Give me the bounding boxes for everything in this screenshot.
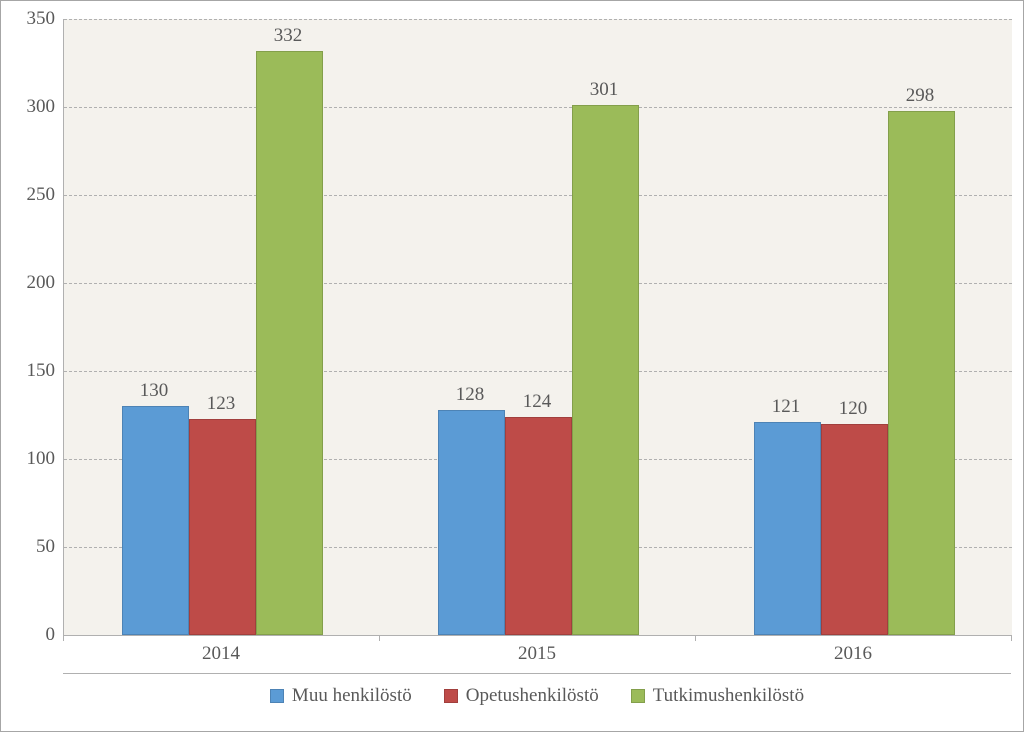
y-axis-tick-label: 300 [5, 96, 55, 118]
bar [821, 424, 888, 635]
legend-item: Opetushenkilöstö [444, 685, 599, 707]
x-axis-tick [1011, 635, 1012, 641]
bar [888, 111, 955, 635]
legend-swatch [444, 689, 458, 703]
bar [572, 105, 639, 635]
bar [122, 406, 189, 635]
bar-value-label: 332 [274, 25, 303, 47]
x-axis-category-label: 2016 [803, 643, 903, 665]
bar-value-label: 124 [523, 391, 552, 413]
bar-value-label: 123 [207, 393, 236, 415]
legend-item: Muu henkilöstö [270, 685, 412, 707]
y-axis-tick-label: 50 [5, 536, 55, 558]
bar [505, 417, 572, 635]
legend-swatch [631, 689, 645, 703]
y-axis-tick-label: 200 [5, 272, 55, 294]
gridline [64, 19, 1012, 20]
y-axis-tick-label: 150 [5, 360, 55, 382]
legend-item: Tutkimushenkilöstö [631, 685, 804, 707]
legend-label: Tutkimushenkilöstö [653, 685, 804, 707]
bar [754, 422, 821, 635]
gridline [64, 107, 1012, 108]
bar-value-label: 130 [140, 380, 169, 402]
plot-area [63, 19, 1012, 636]
legend-label: Muu henkilöstö [292, 685, 412, 707]
y-axis-tick-label: 350 [5, 8, 55, 30]
bar [256, 51, 323, 635]
bar [438, 410, 505, 635]
bar-value-label: 128 [456, 384, 485, 406]
legend-swatch [270, 689, 284, 703]
x-axis-tick [379, 635, 380, 641]
bar-value-label: 121 [772, 396, 801, 418]
bar [189, 419, 256, 635]
y-axis-tick-label: 250 [5, 184, 55, 206]
x-axis-category-label: 2015 [487, 643, 587, 665]
legend: Muu henkilöstö Opetushenkilöstö Tutkimushe… [63, 673, 1011, 718]
personnel-bar-chart: Muu henkilöstö Opetushenkilöstö Tutkimushe… [0, 0, 1024, 732]
x-axis-tick [695, 635, 696, 641]
gridline [64, 371, 1012, 372]
gridline [64, 195, 1012, 196]
bar-value-label: 120 [839, 398, 868, 420]
legend-label: Opetushenkilöstö [466, 685, 599, 707]
bar-value-label: 298 [906, 85, 935, 107]
x-axis-tick [63, 635, 64, 641]
y-axis-tick-label: 0 [5, 624, 55, 646]
x-axis-category-label: 2014 [171, 643, 271, 665]
y-axis-tick-label: 100 [5, 448, 55, 470]
gridline [64, 283, 1012, 284]
bar-value-label: 301 [590, 79, 619, 101]
